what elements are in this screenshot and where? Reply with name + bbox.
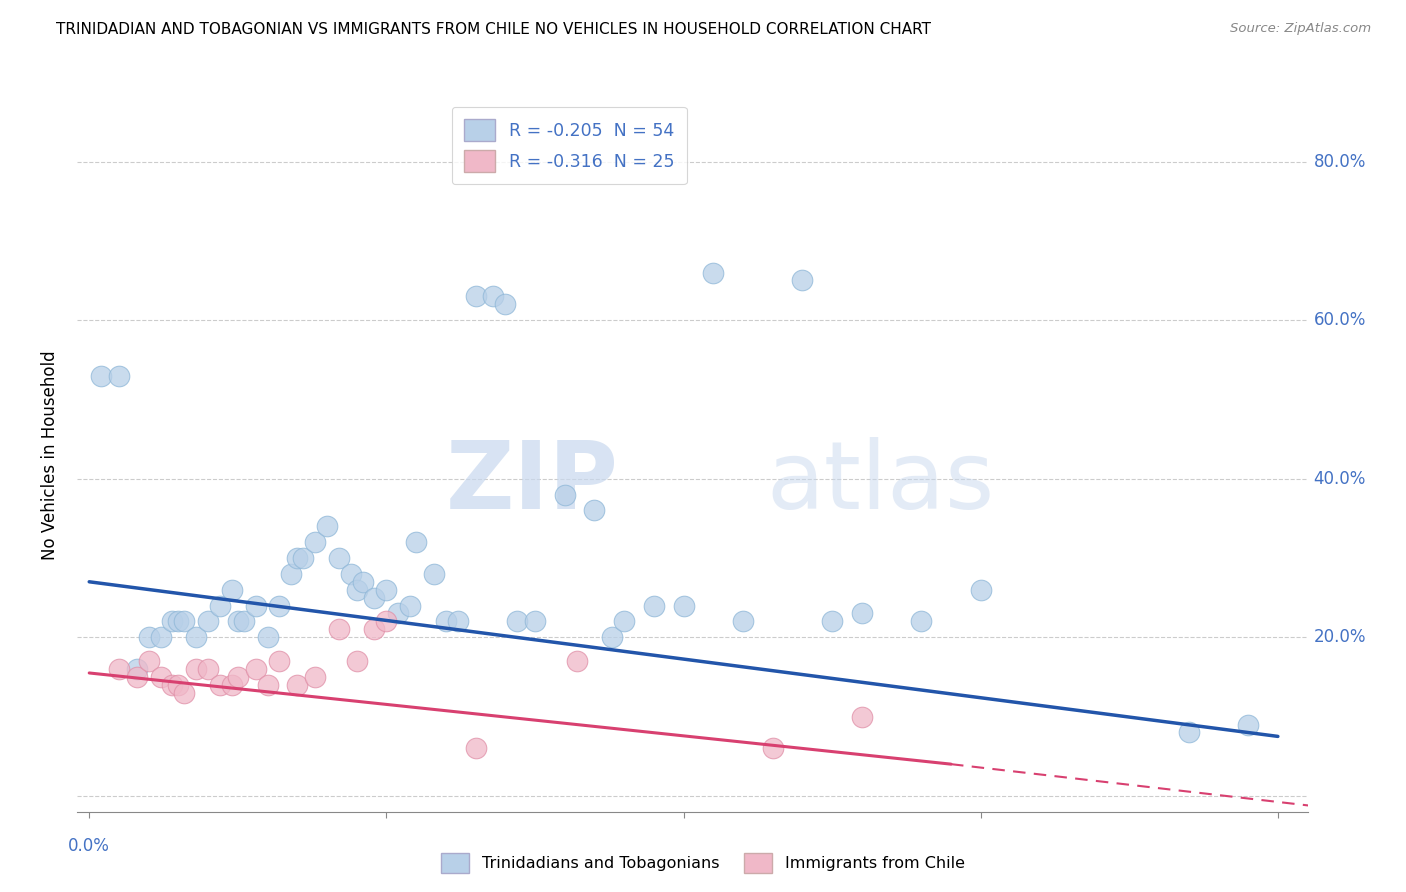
Point bbox=[256, 678, 278, 692]
Point bbox=[149, 670, 172, 684]
Text: 0.0%: 0.0% bbox=[69, 837, 110, 855]
Point bbox=[464, 741, 486, 756]
Point bbox=[399, 599, 422, 613]
Point bbox=[245, 599, 267, 613]
Point bbox=[762, 741, 785, 756]
Point bbox=[304, 670, 326, 684]
Point bbox=[90, 368, 112, 383]
Text: atlas: atlas bbox=[766, 437, 994, 530]
Point bbox=[186, 662, 208, 676]
Point bbox=[167, 615, 190, 629]
Point bbox=[162, 615, 184, 629]
Point bbox=[197, 662, 219, 676]
Point bbox=[285, 551, 308, 566]
Text: 40.0%: 40.0% bbox=[1313, 470, 1367, 488]
Point bbox=[285, 678, 308, 692]
Point bbox=[643, 599, 665, 613]
Point bbox=[167, 678, 190, 692]
Point bbox=[221, 582, 243, 597]
Text: 20.0%: 20.0% bbox=[1313, 628, 1367, 647]
Point bbox=[672, 599, 695, 613]
Point bbox=[792, 273, 814, 287]
Point bbox=[328, 551, 350, 566]
Text: Source: ZipAtlas.com: Source: ZipAtlas.com bbox=[1230, 22, 1371, 36]
Point bbox=[108, 662, 131, 676]
Point bbox=[352, 574, 374, 589]
Point bbox=[304, 535, 326, 549]
Point bbox=[256, 630, 278, 644]
Point bbox=[565, 654, 588, 668]
Point bbox=[613, 615, 636, 629]
Text: ZIP: ZIP bbox=[446, 437, 619, 530]
Y-axis label: No Vehicles in Household: No Vehicles in Household bbox=[41, 350, 59, 560]
Point bbox=[138, 630, 160, 644]
Point bbox=[731, 615, 754, 629]
Point bbox=[292, 551, 315, 566]
Point bbox=[280, 566, 302, 581]
Point bbox=[232, 615, 254, 629]
Point bbox=[702, 266, 724, 280]
Point bbox=[173, 615, 195, 629]
Text: 60.0%: 60.0% bbox=[1313, 311, 1367, 329]
Point bbox=[363, 623, 385, 637]
Point bbox=[269, 599, 291, 613]
Point bbox=[482, 289, 505, 303]
Point bbox=[1177, 725, 1199, 739]
Point bbox=[226, 670, 249, 684]
Text: TRINIDADIAN AND TOBAGONIAN VS IMMIGRANTS FROM CHILE NO VEHICLES IN HOUSEHOLD COR: TRINIDADIAN AND TOBAGONIAN VS IMMIGRANTS… bbox=[56, 22, 931, 37]
Point bbox=[464, 289, 486, 303]
Text: 80.0%: 80.0% bbox=[1313, 153, 1367, 170]
Point bbox=[375, 582, 398, 597]
Point bbox=[600, 630, 623, 644]
Point bbox=[245, 662, 267, 676]
Point bbox=[405, 535, 427, 549]
Point bbox=[226, 615, 249, 629]
Point bbox=[1237, 717, 1260, 731]
Point bbox=[269, 654, 291, 668]
Point bbox=[149, 630, 172, 644]
Point bbox=[851, 709, 873, 723]
Point bbox=[494, 297, 516, 311]
Point bbox=[316, 519, 339, 533]
Point bbox=[346, 654, 368, 668]
Point bbox=[910, 615, 932, 629]
Point bbox=[346, 582, 368, 597]
Point bbox=[423, 566, 446, 581]
Point bbox=[125, 662, 148, 676]
Point bbox=[221, 678, 243, 692]
Point bbox=[197, 615, 219, 629]
Legend: Trinidadians and Tobagonians, Immigrants from Chile: Trinidadians and Tobagonians, Immigrants… bbox=[434, 847, 972, 880]
Point bbox=[523, 615, 546, 629]
Legend: R = -0.205  N = 54, R = -0.316  N = 25: R = -0.205 N = 54, R = -0.316 N = 25 bbox=[451, 107, 688, 185]
Point bbox=[186, 630, 208, 644]
Point bbox=[339, 566, 361, 581]
Point bbox=[328, 623, 350, 637]
Point bbox=[363, 591, 385, 605]
Point bbox=[970, 582, 993, 597]
Point bbox=[851, 607, 873, 621]
Point bbox=[583, 503, 606, 517]
Point bbox=[162, 678, 184, 692]
Point bbox=[173, 686, 195, 700]
Point bbox=[387, 607, 409, 621]
Point bbox=[447, 615, 470, 629]
Point bbox=[821, 615, 844, 629]
Point bbox=[434, 615, 457, 629]
Point bbox=[554, 487, 576, 501]
Point bbox=[208, 678, 231, 692]
Point bbox=[506, 615, 529, 629]
Point bbox=[375, 615, 398, 629]
Point bbox=[138, 654, 160, 668]
Point bbox=[208, 599, 231, 613]
Point bbox=[125, 670, 148, 684]
Point bbox=[108, 368, 131, 383]
